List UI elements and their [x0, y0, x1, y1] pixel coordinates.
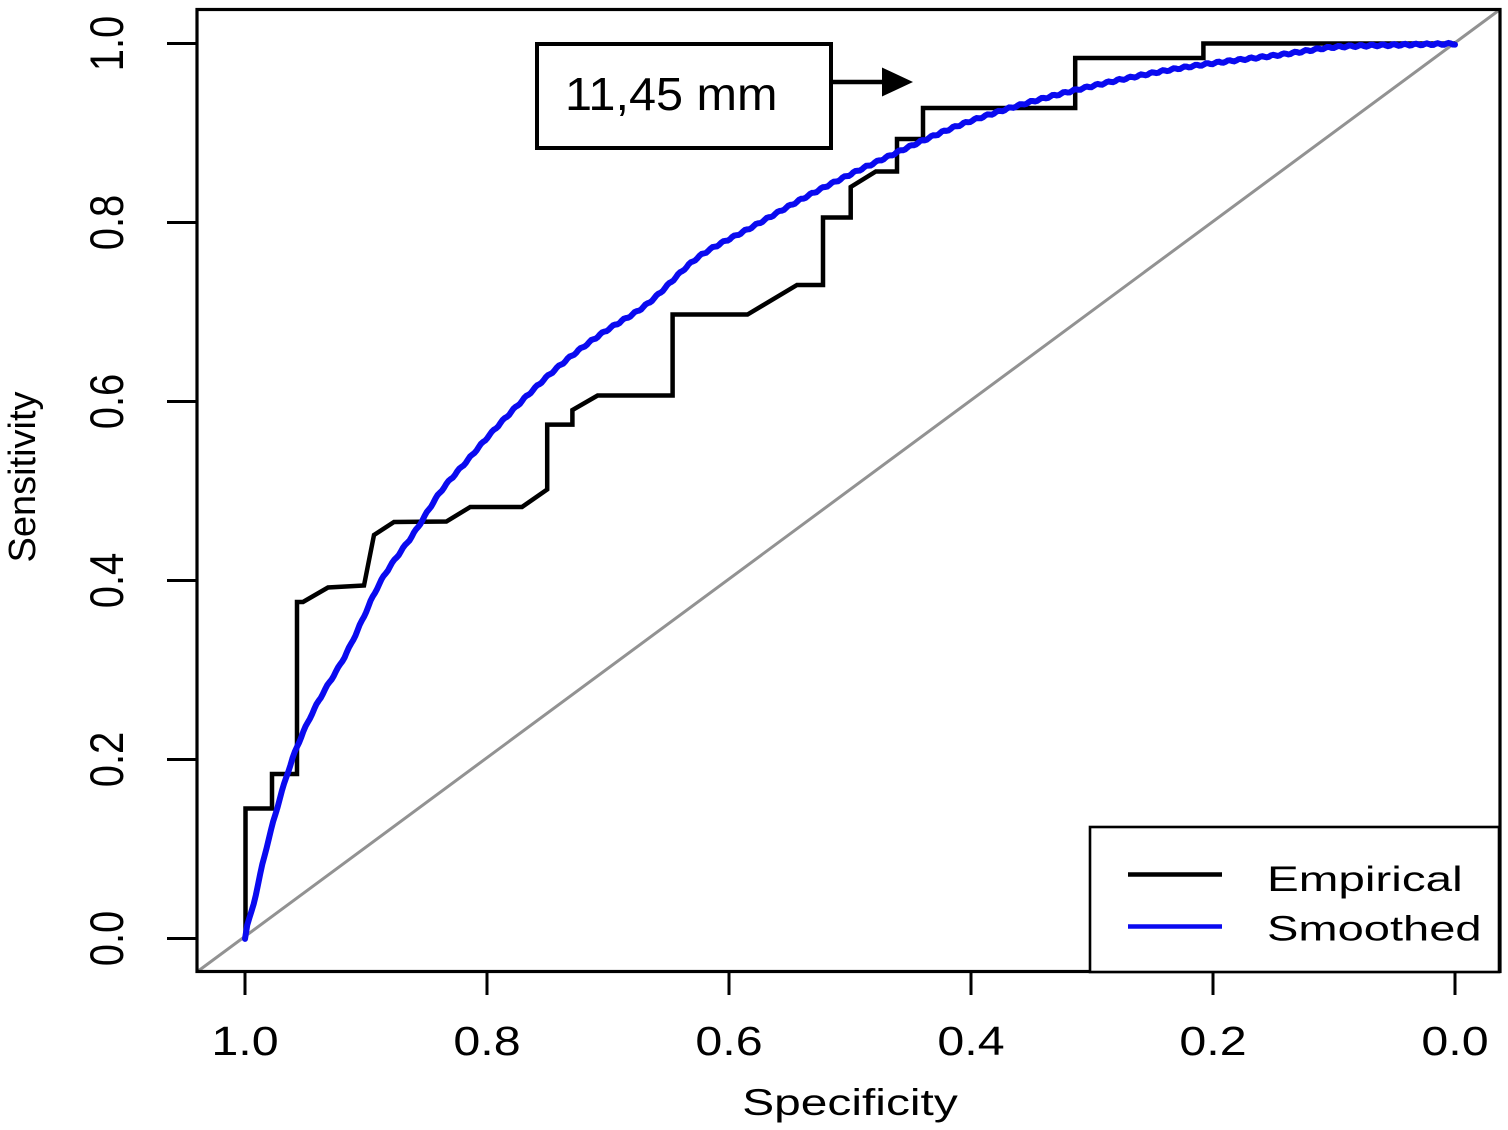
svg-text:0.0: 0.0 [1421, 1018, 1488, 1065]
svg-text:Smoothed: Smoothed [1267, 908, 1482, 948]
svg-text:0.2: 0.2 [81, 732, 134, 788]
svg-text:0.4: 0.4 [81, 553, 134, 609]
svg-text:Specificity: Specificity [742, 1082, 958, 1124]
svg-text:1.0: 1.0 [211, 1018, 278, 1065]
svg-text:0.2: 0.2 [1179, 1018, 1246, 1065]
svg-text:0.8: 0.8 [81, 195, 134, 251]
svg-text:Empirical: Empirical [1267, 859, 1463, 898]
svg-text:1.0: 1.0 [81, 16, 134, 72]
svg-text:0.6: 0.6 [81, 374, 134, 430]
svg-text:11,45 mm: 11,45 mm [565, 69, 778, 121]
svg-text:Sensitivity: Sensitivity [2, 391, 44, 562]
svg-text:0.0: 0.0 [81, 911, 134, 967]
svg-text:0.4: 0.4 [937, 1018, 1004, 1065]
svg-text:0.6: 0.6 [695, 1018, 762, 1065]
svg-text:0.8: 0.8 [453, 1018, 520, 1065]
